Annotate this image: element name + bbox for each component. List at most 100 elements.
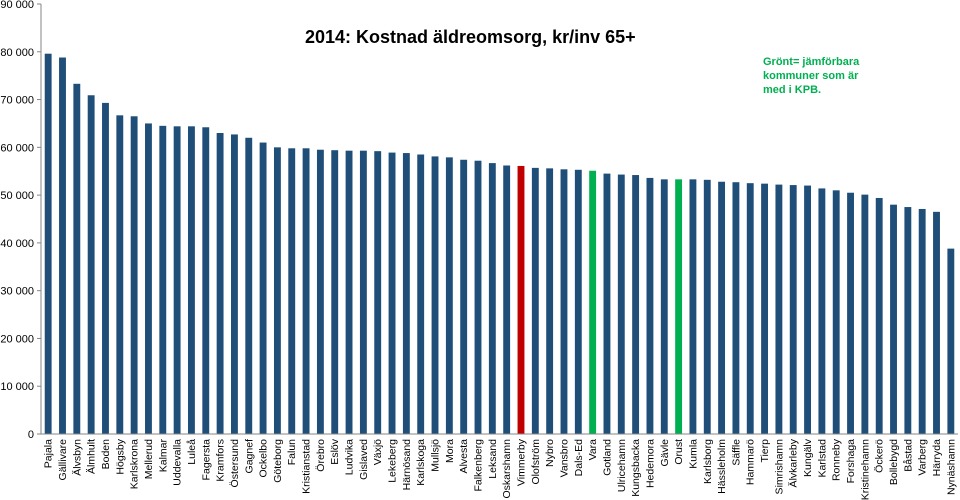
x-tick-label: Pajala xyxy=(43,439,55,468)
x-tick-label: Vansbro xyxy=(558,439,570,477)
x-tick-label: Oskarshamn xyxy=(501,439,513,499)
x-tick-label: Örebro xyxy=(315,439,327,472)
y-tick-label: 60 000 xyxy=(0,142,34,154)
x-tick-label: Luleå xyxy=(186,439,198,465)
bar-forshaga xyxy=(847,192,854,434)
y-tick-label: 20 000 xyxy=(0,333,34,345)
bar-olofström xyxy=(531,167,539,434)
bar-pajala xyxy=(44,53,52,434)
x-tick-label: Falun xyxy=(286,439,298,465)
bar-kristinehamn xyxy=(861,194,869,434)
x-tick-label: Båstad xyxy=(902,439,914,472)
y-tick-label: 0 xyxy=(28,429,34,441)
bar-varberg xyxy=(918,208,926,434)
x-tick-label: Älvkarleby xyxy=(788,438,800,487)
x-tick-label: Falkenberg xyxy=(473,439,485,492)
bar-mora xyxy=(445,157,453,434)
x-tick-label: Gislaved xyxy=(358,439,370,480)
x-tick-label: Vimmerby xyxy=(515,438,527,486)
bar-härryda xyxy=(933,211,940,434)
bar-ronneby xyxy=(832,190,840,434)
bar-leksand xyxy=(488,163,496,434)
x-tick-label: Växjö xyxy=(372,439,384,465)
bar-karlskrona xyxy=(130,116,138,435)
annotation-note: Grönt= jämförbara kommuner som är med i … xyxy=(763,56,860,96)
x-tick-label: Gävle xyxy=(659,439,671,467)
x-tick-label: Mellerud xyxy=(143,439,155,479)
x-tick-label: Boden xyxy=(100,439,112,470)
bar-kristianstad xyxy=(302,148,310,435)
x-tick-label: Alvesta xyxy=(458,439,470,474)
x-tick-label: Hedemora xyxy=(644,439,656,488)
x-tick-label: Lekeberg xyxy=(387,439,399,483)
bar-dals-ed xyxy=(574,169,582,435)
bar-karlsborg xyxy=(703,179,711,434)
x-tick-label: Karlsborg xyxy=(702,439,714,484)
bar-växjö xyxy=(374,151,382,434)
bar-alvesta xyxy=(460,159,468,434)
y-tick-label: 10 000 xyxy=(0,381,34,393)
x-tick-label: Karlskoga xyxy=(415,439,427,486)
x-tick-label: Simrishamn xyxy=(773,439,785,495)
x-tick-label: Gagnef xyxy=(243,439,255,474)
bar-kungälv xyxy=(804,185,811,434)
bar-nybro xyxy=(546,168,554,434)
bar-ulricehamn xyxy=(617,174,625,435)
y-axis: 0 10 000 20 000 30 000 40 000 50 000 60 000 70 … xyxy=(0,0,42,441)
x-tick-label: Forshaga xyxy=(845,439,857,484)
bar-simrishamn xyxy=(775,184,783,434)
x-tick-label: Ludvika xyxy=(344,439,356,475)
bar-gällivare xyxy=(59,57,66,435)
bar-hedemora xyxy=(646,177,654,434)
bar-orust xyxy=(675,179,683,434)
bar-vara xyxy=(589,170,597,434)
bar-öckerö xyxy=(875,197,883,434)
x-tick-label: Eslöv xyxy=(329,438,341,464)
x-tick-label: Nybro xyxy=(544,439,556,467)
y-tick-label: 30 000 xyxy=(0,286,34,298)
x-tick-label: Härryda xyxy=(931,439,943,477)
bar-gotland xyxy=(603,173,611,434)
x-tick-label: Ockelbo xyxy=(258,439,270,478)
bar-mellerud xyxy=(145,123,152,434)
x-tick-label: Kumla xyxy=(687,439,699,469)
x-tick-label: Kungälv xyxy=(802,438,814,477)
bar-luleå xyxy=(188,126,195,435)
x-axis: Pajala Gällivare Älvsbyn Älmhult Boden Högsby… xyxy=(41,433,958,500)
bar-kumla xyxy=(689,179,697,434)
bar-falun xyxy=(288,148,296,435)
x-tick-label: Kristinehamn xyxy=(859,439,871,500)
x-tick-label: Göteborg xyxy=(272,439,284,483)
x-tick-label: Karlskrona xyxy=(129,439,141,489)
bar-gagnef xyxy=(245,137,253,434)
x-tick-label: Säffle xyxy=(730,439,742,466)
x-tick-label: Kristianstad xyxy=(301,439,313,494)
bar-falkenberg xyxy=(474,160,482,434)
x-tick-label: Vara xyxy=(587,439,599,461)
x-tick-label: Kramfors xyxy=(215,439,227,482)
bar-gävle xyxy=(660,179,668,434)
bar-göteborg xyxy=(273,147,281,435)
y-tick-label: 50 000 xyxy=(0,190,34,202)
x-tick-label: Nynäshamn xyxy=(945,439,957,495)
x-tick-label: Fagersta xyxy=(200,439,212,481)
y-tick-label: 80 000 xyxy=(0,47,34,59)
x-tick-label: Gällivare xyxy=(57,439,69,481)
x-tick-label: Dals-Ed xyxy=(573,439,585,477)
x-tick-label: Gotland xyxy=(601,439,613,476)
bar-nynäshamn xyxy=(947,248,955,434)
bar-fagersta xyxy=(202,127,210,435)
x-tick-label: Orust xyxy=(673,439,685,465)
x-tick-label: Älmhult xyxy=(86,439,98,474)
chart-title: 2014: Kostnad äldreomsorg, kr/inv 65+ xyxy=(305,27,636,47)
bar-oskarshamn xyxy=(503,165,511,434)
x-tick-label: Mora xyxy=(444,439,456,463)
bar-karlstad xyxy=(818,188,826,434)
y-tick-label: 90 000 xyxy=(0,0,34,11)
x-tick-label: Bollebygd xyxy=(888,439,900,485)
y-tick-label: 40 000 xyxy=(0,238,34,250)
bar-bollebygd xyxy=(890,204,897,434)
bar-östersund xyxy=(230,134,238,434)
x-tick-label: Ulricehamn xyxy=(616,439,628,492)
